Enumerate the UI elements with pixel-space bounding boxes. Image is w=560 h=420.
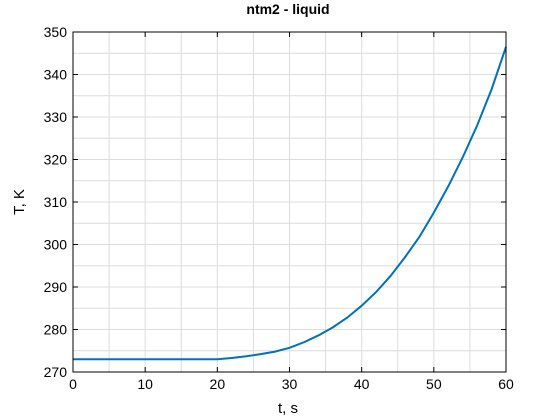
y-tick-label: 310 [44, 194, 68, 210]
y-tick-label: 290 [44, 279, 68, 295]
series-line [73, 46, 507, 361]
y-tick-label: 340 [44, 67, 68, 83]
y-tick-label: 350 [44, 24, 68, 40]
x-axis-label: t, s [278, 400, 298, 417]
y-tick-label: 270 [44, 364, 68, 380]
y-tick-label: 280 [44, 322, 68, 338]
grid [73, 32, 506, 372]
x-tick-label: 40 [354, 376, 370, 392]
ticks [72, 31, 507, 373]
tick-labels: 0 10 20 30 40 50 60 270 280 290 300 310 320 330 340 350 [44, 24, 514, 392]
y-tick-label: 330 [44, 109, 68, 125]
x-tick-label: 60 [498, 376, 514, 392]
x-tick-label: 10 [137, 376, 153, 392]
y-tick-label: 300 [44, 237, 68, 253]
x-tick-label: 30 [282, 376, 298, 392]
y-tick-label: 320 [44, 152, 68, 168]
y-axis-label: T, K [11, 189, 28, 215]
series-group [73, 46, 507, 361]
chart-title: ntm2 - liquid [246, 1, 329, 17]
x-tick-label: 0 [69, 376, 77, 392]
x-tick-label: 20 [210, 376, 226, 392]
x-tick-label: 50 [426, 376, 442, 392]
